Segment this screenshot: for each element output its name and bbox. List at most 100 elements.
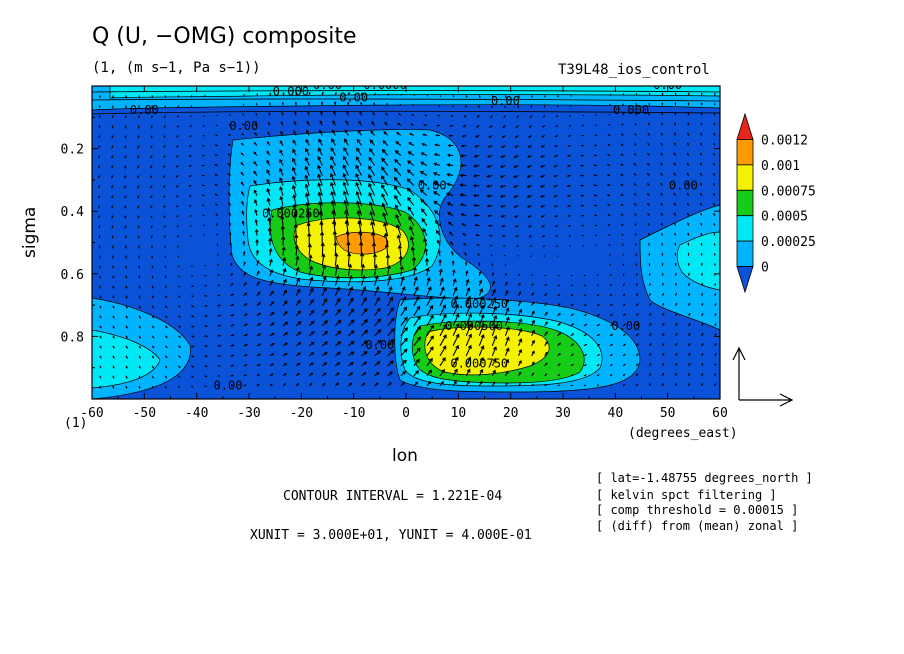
vector-arrow xyxy=(713,232,716,236)
vector-arrow xyxy=(330,155,336,166)
vector-arrow xyxy=(282,289,287,296)
vector-arrow xyxy=(191,345,195,348)
vector-arrow xyxy=(674,372,678,377)
vector-arrow xyxy=(387,349,395,357)
vector-arrow xyxy=(491,381,496,387)
vector-arrow xyxy=(281,111,284,116)
vector-arrow xyxy=(622,383,625,387)
vector-arrow xyxy=(228,202,232,206)
vector-arrow xyxy=(635,112,637,116)
vector-arrow xyxy=(608,113,611,116)
vector-arrow xyxy=(518,382,521,387)
vector-arrow xyxy=(489,124,493,128)
vector-arrow xyxy=(648,353,652,357)
vector-arrow xyxy=(688,302,691,306)
vector-arrow xyxy=(164,95,167,99)
vector-arrow xyxy=(163,125,166,128)
vector-arrow xyxy=(178,365,181,369)
vector-arrow xyxy=(635,383,638,387)
vector-arrow xyxy=(701,282,704,286)
vector-arrow xyxy=(475,233,480,237)
vector-arrow xyxy=(727,124,728,125)
vector-arrow xyxy=(450,241,454,246)
vector-arrow xyxy=(491,335,498,346)
vector-arrow xyxy=(150,125,153,129)
vector-arrow xyxy=(111,165,114,169)
vector-arrow xyxy=(675,342,678,347)
contour-label: 0.000500 xyxy=(445,319,503,333)
vector-arrow xyxy=(295,331,302,337)
vector-arrow xyxy=(486,204,493,208)
vector-arrow xyxy=(321,253,326,266)
vector-arrow xyxy=(491,297,497,306)
vector-arrow xyxy=(648,303,652,307)
vector-arrow xyxy=(583,333,588,337)
vector-arrow xyxy=(175,195,179,198)
vector-arrow xyxy=(137,165,140,169)
y-tick-label: 0.8 xyxy=(61,330,84,345)
vector-arrow xyxy=(609,284,613,287)
vector-arrow xyxy=(675,302,678,306)
x-tick-label: -60 xyxy=(80,406,103,421)
vector-arrow xyxy=(304,174,310,186)
vector-arrow xyxy=(383,131,389,136)
vector-arrow xyxy=(727,164,728,165)
vector-arrow xyxy=(150,185,153,189)
vector-arrow xyxy=(342,181,349,196)
vector-arrow xyxy=(675,322,678,327)
vector-arrow xyxy=(344,138,349,146)
vector-arrow xyxy=(357,129,362,136)
vector-arrow xyxy=(150,175,153,179)
vector-arrow xyxy=(111,135,114,139)
vector-arrow xyxy=(609,354,613,357)
vector-arrow xyxy=(333,110,336,116)
vector-arrow xyxy=(542,124,546,128)
vector-arrow xyxy=(98,115,101,119)
vector-arrow xyxy=(330,190,336,206)
vector-arrow xyxy=(227,192,232,196)
vector-arrow xyxy=(701,302,704,306)
vector-arrow xyxy=(188,155,192,157)
vector-arrow xyxy=(387,338,395,347)
vector-arrow xyxy=(374,318,382,327)
vector-arrow xyxy=(333,241,338,256)
vector-arrow xyxy=(609,323,613,327)
vector-arrow xyxy=(688,292,691,296)
vector-arrow xyxy=(307,110,310,116)
colorbar-segment xyxy=(736,164,754,191)
vector-arrow xyxy=(569,114,572,117)
vector-arrow xyxy=(150,135,153,139)
vector-arrow xyxy=(567,144,571,147)
vector-arrow xyxy=(674,92,677,96)
vector-arrow xyxy=(308,341,315,347)
vector-arrow xyxy=(567,134,571,137)
vector-arrow xyxy=(217,334,222,337)
vector-arrow xyxy=(373,102,376,106)
vector-arrow xyxy=(596,374,600,377)
vector-arrow xyxy=(634,223,637,226)
vector-arrow xyxy=(334,297,341,306)
vector-arrow xyxy=(329,172,336,186)
vector-arrow xyxy=(621,123,624,126)
vector-arrow xyxy=(660,152,663,156)
vector-arrow xyxy=(425,267,430,276)
vector-arrow xyxy=(583,343,588,347)
vector-arrow xyxy=(439,334,447,347)
vector-arrow xyxy=(647,222,650,226)
vector-arrow xyxy=(413,286,419,296)
vector-arrow xyxy=(177,105,180,108)
vector-arrow xyxy=(570,384,574,387)
vector-arrow xyxy=(189,125,192,128)
vector-arrow xyxy=(570,303,574,307)
vector-arrow xyxy=(515,125,519,129)
vector-arrow xyxy=(320,110,323,116)
vector-arrow xyxy=(348,319,355,327)
vector-arrow xyxy=(713,122,716,126)
vector-arrow xyxy=(728,374,729,375)
contour-interval: CONTOUR INTERVAL = 1.221E-04 xyxy=(283,489,503,504)
vector-arrow xyxy=(609,294,613,297)
vector-arrow xyxy=(98,135,101,139)
vector-arrow xyxy=(99,265,101,269)
vector-arrow xyxy=(241,123,245,126)
vector-arrow xyxy=(634,143,637,146)
